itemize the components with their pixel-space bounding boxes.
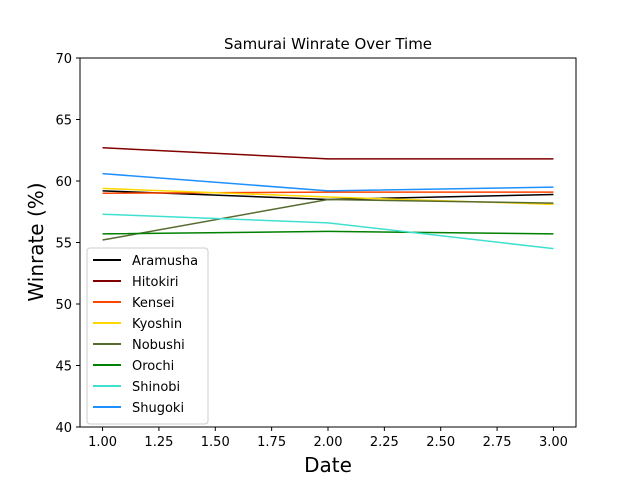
y-tick-label: 70 (55, 52, 72, 67)
y-tick-label: 45 (55, 360, 72, 375)
x-tick-label: 2.00 (314, 435, 343, 450)
legend-label: Nobushi (132, 338, 185, 353)
x-tick-label: 2.50 (426, 435, 455, 450)
x-tick-label: 1.75 (257, 435, 286, 450)
chart-title: Samurai Winrate Over Time (224, 35, 432, 53)
y-tick-label: 40 (55, 421, 72, 436)
series-line-hitokiri (102, 147, 554, 160)
x-tick-label: 3.00 (539, 435, 568, 450)
legend-label: Orochi (132, 359, 174, 374)
x-tick-label: 1.50 (201, 435, 230, 450)
y-tick-label: 50 (55, 298, 72, 313)
x-tick-label: 1.00 (88, 435, 117, 450)
y-axis: 40 45 50 55 60 65 70 (55, 52, 80, 436)
legend-box (86, 247, 209, 425)
x-axis-label: Date (304, 453, 352, 477)
y-tick-label: 55 (55, 237, 72, 252)
y-axis-label: Winrate (%) (24, 182, 48, 301)
legend-label: Aramusha (132, 254, 198, 269)
series-line-shinobi (102, 213, 554, 250)
series-line-shugoki (102, 172, 554, 192)
series-line-nobushi (102, 198, 554, 241)
y-tick-label: 65 (55, 114, 72, 129)
series-line-kensei (102, 191, 554, 195)
x-tick-label: 2.25 (370, 435, 399, 450)
plot-lines (102, 147, 554, 250)
x-tick-label: 1.25 (144, 435, 173, 450)
legend: Aramusha Hitokiri Kensei Kyoshin Nobushi Oroc… (86, 247, 209, 425)
legend-label: Kyoshin (132, 317, 182, 332)
series-line-orochi (102, 230, 554, 235)
legend-label: Shugoki (132, 401, 184, 416)
x-axis: 1.00 1.25 1.50 1.75 2.00 2.25 2.50 2.75 3.00 (88, 427, 568, 450)
legend-label: Kensei (132, 296, 175, 311)
legend-label: Shinobi (132, 380, 180, 395)
legend-label: Hitokiri (132, 275, 179, 290)
plot-frame (79, 57, 577, 428)
y-tick-label: 60 (55, 175, 72, 190)
x-tick-label: 2.75 (483, 435, 512, 450)
